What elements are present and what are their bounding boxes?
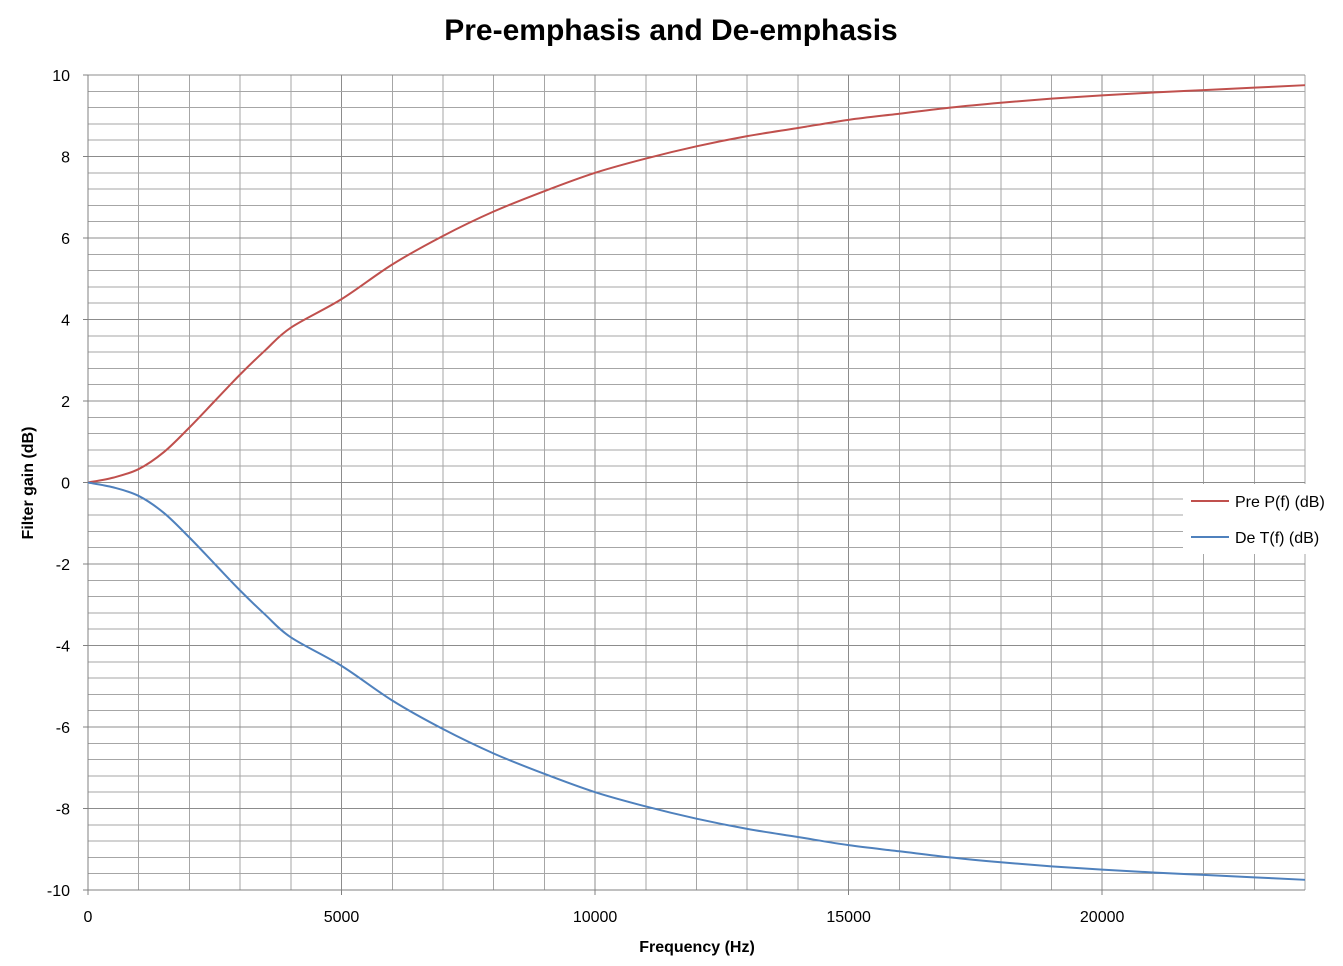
legend-box [1183, 484, 1333, 554]
y-tick-label: 2 [61, 394, 70, 411]
y-tick-label: 0 [61, 476, 70, 493]
y-tick-label: 6 [61, 231, 70, 248]
series-line-de [87, 481, 1306, 881]
y-tick-label: 8 [61, 150, 70, 167]
legend: Pre P(f) (dB) De T(f) (dB) [1183, 484, 1333, 554]
legend-label: Pre P(f) (dB) [1235, 494, 1325, 511]
x-tick-label: 5000 [324, 909, 360, 926]
x-tick-label: 0 [84, 909, 93, 926]
chart-title: Pre-emphasis and De-emphasis [444, 14, 898, 47]
y-tick-label: 10 [52, 68, 70, 85]
legend-label: De T(f) (dB) [1235, 530, 1319, 547]
y-tick-label: -4 [56, 639, 70, 656]
x-tick-label: 15000 [826, 909, 871, 926]
y-tick-label: 4 [61, 313, 70, 330]
x-axis-title: Frequency (Hz) [639, 939, 755, 956]
x-tick-labels: 0 5000 10000 15000 20000 [84, 909, 1125, 926]
series-lines [87, 84, 1306, 881]
y-tick-label: -6 [56, 720, 70, 737]
x-tick-label: 20000 [1080, 909, 1125, 926]
y-tick-label: -2 [56, 557, 70, 574]
series-line-pre [87, 84, 1306, 484]
x-tick-label: 10000 [573, 909, 618, 926]
y-tick-label: -10 [47, 883, 70, 900]
y-tick-labels: -10 -8 -6 -4 -2 0 2 4 6 8 10 [47, 68, 70, 900]
y-tick-label: -8 [56, 802, 70, 819]
y-axis-title: Filter gain (dB) [20, 427, 37, 540]
